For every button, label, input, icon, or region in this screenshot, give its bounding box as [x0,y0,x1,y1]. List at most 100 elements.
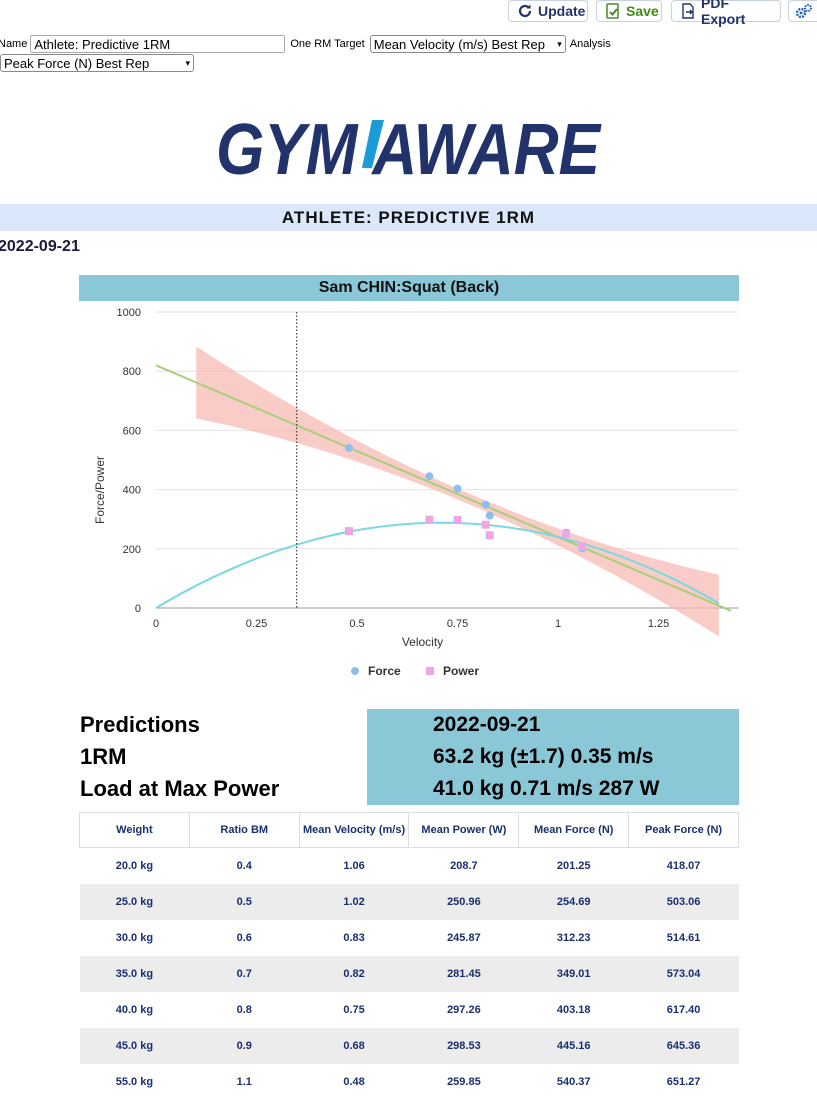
table-cell: 30.0 kg [115,932,154,944]
table-cell: 503.06 [628,884,739,920]
table-row: 25.0 kg 0.5 1.02 250.96 254.69 503.06 [79,884,739,920]
chart-container: Sam CHIN:Squat (Back) 0 200 400 600 800 1000 0… [79,275,739,695]
force-point [344,444,353,453]
gymaware-logo: GYM AWARE [216,112,602,182]
table-cell: 201.25 [556,860,591,872]
table-cell: 1.06 [343,860,365,872]
table-row: 30.0 kg 0.6 0.83 245.87 312.23 514.61 [80,920,739,956]
table-cell: 0.7 [189,956,300,992]
table-cell: 250.96 [408,884,519,920]
x-tick-label: 0.25 [246,618,267,630]
save-label: Save [626,3,659,19]
table-row: 45.0 kg 0.9 0.68 298.53 445.16 645.36 [79,1028,739,1064]
onerm-label: 1RM [80,744,127,769]
col-mean-power-header[interactable]: Mean Power (W) [408,812,520,848]
legend-force-marker [351,667,359,675]
power-point [481,520,490,529]
x-tick-label: 0.5 [349,618,364,630]
table-cell: 514.61 [666,932,701,944]
table-cell: 0.6 [236,932,252,944]
onerm-value: 63.2 kg (±1.7) 0.35 m/s [433,745,654,768]
table-cell: 1.1 [236,1076,252,1088]
y-tick-label: 400 [123,485,141,497]
logo-accent-slash [362,120,384,168]
col-ratio-bm-header[interactable]: Ratio BM [188,812,300,848]
table-cell: 445.16 [518,1028,629,1064]
x-tick-label: 1 [555,618,561,630]
gears-icon [795,4,812,19]
svg-text:GYM AWARE: GYM AWARE [216,112,602,182]
table-cell: 40.0 kg [115,1004,154,1016]
table-cell: 0.4 [236,860,252,872]
table-cell: 349.01 [518,956,629,992]
table-cell: 0.83 [343,932,365,944]
refresh-icon [518,4,532,18]
predictions-labels: Predictions 1RM Load at Max Power [80,709,279,805]
table-cell: 0.75 [343,1004,365,1016]
force-point [481,500,490,509]
form-row-2: Peak Force (N) Best Rep ▾ [0,54,194,72]
x-axis-label: Velocity [402,635,443,649]
results-table: Weight Ratio BM Mean Velocity (m/s) Mean… [79,812,739,1100]
legend-power-marker [426,667,434,675]
table-cell: 55.0 kg [115,1076,154,1088]
force-point [453,484,462,493]
force-regression-line [155,364,732,612]
x-tick-label: 0.75 [447,618,468,630]
legend-force-label: Force [368,664,401,678]
table-cell: 617.40 [666,1004,701,1016]
table-cell: 254.69 [518,884,629,920]
report-date: 2022-09-21 [0,238,80,255]
save-button[interactable]: Save [596,0,662,22]
analysis-value: Peak Force (N) Best Rep [4,55,150,71]
x-tick-label: 0 [153,618,159,630]
table-row: 55.0 kg 1.1 0.48 259.85 540.37 651.27 [80,1064,739,1100]
power-point [344,527,353,536]
force-point [485,511,494,520]
col-weight-header[interactable]: Weight [79,812,190,848]
y-tick-label: 800 [123,366,141,378]
y-tick-label: 200 [123,544,141,556]
table-cell: 259.85 [447,1076,481,1088]
legend-power-label: Power [443,664,479,678]
table-cell: 0.68 [299,1028,409,1064]
name-input[interactable]: Athlete: Predictive 1RM [30,35,286,53]
update-button[interactable]: Update [508,0,588,22]
pdf-export-button[interactable]: PDF Export [671,0,781,27]
col-mean-velocity-header[interactable]: Mean Velocity (m/s) [298,812,410,848]
chevron-down-icon: ▾ [557,38,562,49]
chart-title: Sam CHIN:Squat (Back) [79,275,739,301]
analysis-select[interactable]: Peak Force (N) Best Rep ▾ [0,54,194,72]
table-cell: 20.0 kg [115,860,154,872]
onerm-target-label: One RM Target [290,38,365,50]
table-cell: 0.8 [236,1004,252,1016]
table-cell: 645.36 [628,1028,739,1064]
power-fit-curve [155,521,720,609]
power-point [562,529,571,538]
y-tick-label: 600 [123,425,141,437]
save-icon [606,3,619,19]
onerm-target-select[interactable]: Mean Velocity (m/s) Best Rep ▾ [369,35,566,53]
form-row-1: Name Athlete: Predictive 1RM One RM Targ… [0,35,611,53]
analysis-label: Analysis [569,38,611,50]
table-cell: 45.0 kg [79,1028,190,1064]
table-cell: 208.7 [450,860,478,872]
table-cell: 245.87 [447,932,481,944]
table-row: 20.0 kg 0.4 1.06 208.7 201.25 418.07 [80,848,739,885]
table-cell: 0.5 [189,884,300,920]
table-cell: 0.9 [189,1028,300,1064]
table-cell: 418.07 [666,860,701,872]
power-point [578,542,587,551]
col-peak-force-header[interactable]: Peak Force (N) [628,812,739,848]
table-cell: 35.0 kg [79,956,190,992]
table-cell: 573.04 [628,956,739,992]
table-cell: 25.0 kg [79,884,190,920]
table-row: 40.0 kg 0.8 0.75 297.26 403.18 617.40 [80,992,739,1028]
power-point [425,515,434,524]
predictions-panel: 2022-09-21 63.2 kg (±1.7) 0.35 m/s 41.0 … [367,709,739,805]
table-cell: 0.48 [343,1076,365,1088]
table-cell: 297.26 [447,1004,481,1016]
col-mean-force-header[interactable]: Mean Force (N) [518,812,630,848]
max-power-label: Load at Max Power [80,776,280,801]
settings-button[interactable] [788,0,817,22]
